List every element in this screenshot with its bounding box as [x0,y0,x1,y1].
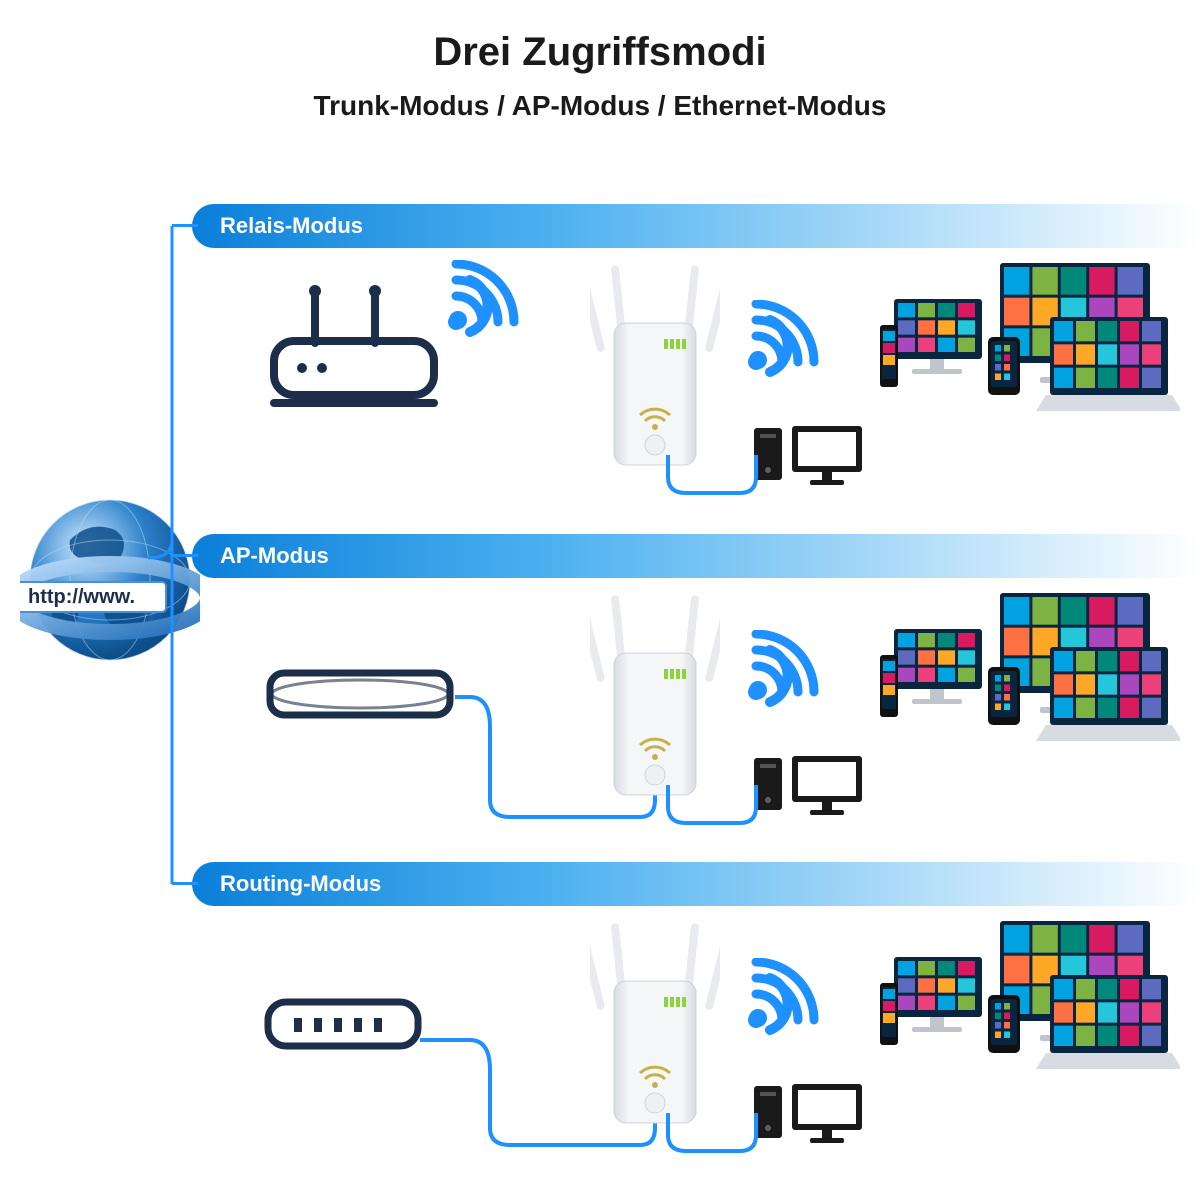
wired-line [0,0,1200,1200]
